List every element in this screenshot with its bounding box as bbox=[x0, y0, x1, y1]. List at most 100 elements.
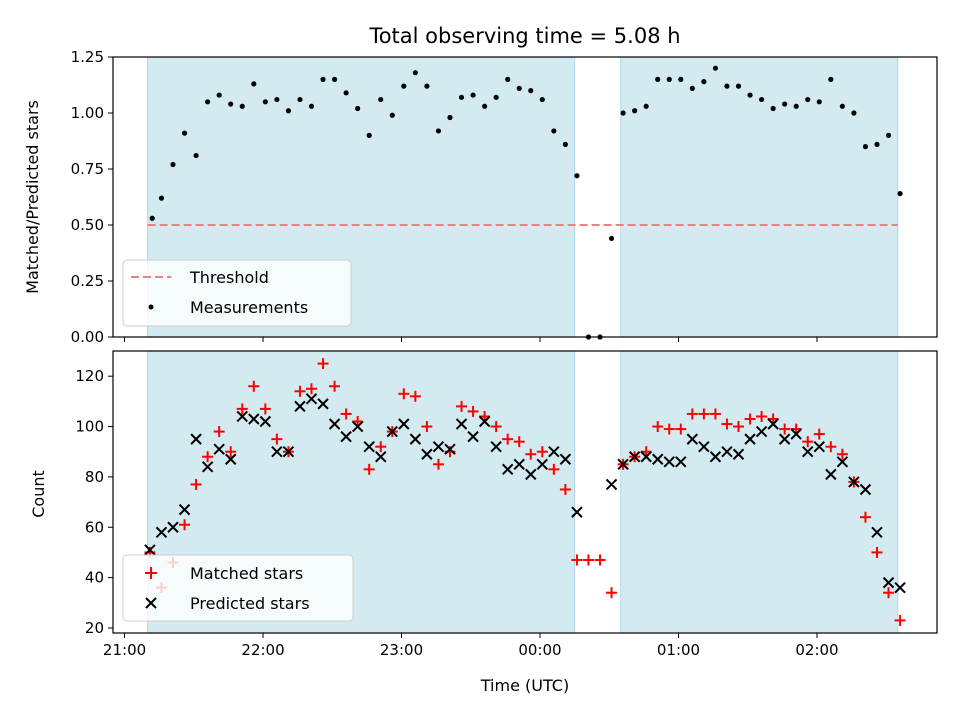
measurement-point bbox=[851, 110, 857, 116]
measurement-point bbox=[389, 112, 395, 118]
predicted-star-point bbox=[501, 463, 514, 476]
matched-star-point bbox=[559, 483, 571, 495]
measurement-point bbox=[158, 195, 165, 201]
measurement-point bbox=[274, 96, 280, 103]
measurement-point bbox=[331, 76, 338, 82]
predicted-star-point bbox=[178, 503, 191, 516]
top-ytick-label: 0.50 bbox=[71, 216, 104, 234]
predicted-star-point bbox=[201, 461, 214, 473]
predicted-star-point bbox=[709, 451, 722, 463]
measurement-point bbox=[862, 144, 869, 150]
matched-star-point bbox=[502, 433, 514, 445]
bottom-chart-xlabel: Time (UTC) bbox=[480, 676, 569, 695]
matched-star-point bbox=[294, 385, 306, 397]
measurement-point bbox=[262, 99, 268, 105]
matched-star-point bbox=[744, 413, 756, 425]
matched-star-point bbox=[836, 448, 848, 460]
predicted-star-point bbox=[836, 456, 849, 468]
measurement-point bbox=[735, 83, 742, 89]
matched-star-point bbox=[525, 448, 537, 460]
predicted-star-point bbox=[155, 526, 168, 538]
matched-star-point bbox=[686, 408, 698, 420]
bottom-ytick-label: 80 bbox=[85, 468, 104, 486]
measurement-point bbox=[308, 103, 315, 109]
measurement-point bbox=[620, 110, 626, 116]
matched-star-point bbox=[202, 451, 214, 463]
top-ytick-label: 0.75 bbox=[71, 160, 104, 178]
matched-star-point bbox=[663, 423, 675, 435]
bottom-shaded-interval-1 bbox=[620, 350, 899, 634]
predicted-star-point bbox=[421, 448, 433, 460]
matched-star-point bbox=[340, 408, 352, 420]
predicted-star-point bbox=[628, 451, 641, 463]
predicted-star-point bbox=[848, 476, 860, 488]
predicted-star-point bbox=[490, 440, 502, 453]
measurement-point bbox=[149, 215, 155, 221]
measurement-point bbox=[562, 141, 568, 147]
predicted-star-point bbox=[640, 451, 652, 463]
predicted-star-point bbox=[432, 440, 445, 453]
predicted-star-point bbox=[398, 418, 410, 430]
predicted-star-point bbox=[744, 433, 756, 445]
matched-star-point bbox=[432, 458, 444, 470]
matched-star-point bbox=[329, 380, 341, 392]
matched-star-point bbox=[213, 426, 225, 438]
bottom-chart-plot-area: 20 40 60 80 100 120 21:00 22:00 23:00 00:00 01:00 0… bbox=[75, 350, 938, 659]
predicted-star-point bbox=[513, 458, 525, 471]
measurement-point bbox=[297, 96, 303, 103]
measurement-point bbox=[424, 83, 430, 89]
bottom-ytick-label: 60 bbox=[85, 518, 104, 536]
predicted-star-point bbox=[190, 433, 202, 445]
measurement-point bbox=[412, 70, 418, 76]
matched-star-point bbox=[698, 408, 710, 420]
measurement-point bbox=[505, 76, 511, 82]
measurement-point bbox=[724, 83, 730, 89]
bottom-ytick-label: 40 bbox=[85, 569, 104, 587]
top-chart-plot-area: 0.00 0.25 0.50 0.75 1.00 1.25 bbox=[71, 48, 938, 346]
matched-star-point bbox=[225, 446, 237, 458]
matched-star-point bbox=[606, 587, 618, 599]
measurement-point bbox=[320, 76, 326, 82]
measurement-point bbox=[482, 103, 488, 109]
measurement-point bbox=[447, 114, 453, 121]
bottom-legend-frame bbox=[122, 554, 354, 622]
legend-measurements-label: Measurements bbox=[190, 298, 308, 317]
predicted-star-point bbox=[363, 440, 375, 453]
measurement-point bbox=[828, 76, 834, 82]
predicted-star-point bbox=[536, 458, 549, 471]
predicted-star-point bbox=[444, 443, 456, 455]
measurement-point bbox=[885, 132, 892, 138]
predicted-star-point bbox=[882, 576, 895, 589]
measurement-point bbox=[678, 76, 684, 82]
predicted-star-point bbox=[409, 433, 422, 445]
matched-star-point bbox=[756, 410, 768, 422]
predicted-star-point bbox=[236, 410, 248, 423]
matched-star-point bbox=[179, 519, 191, 531]
bottom-chart-ylabel: Count bbox=[29, 470, 48, 518]
predicted-star-point bbox=[455, 418, 468, 430]
measurement-point bbox=[574, 173, 580, 179]
matched-star-point bbox=[571, 554, 583, 566]
measurement-point bbox=[643, 103, 649, 109]
matched-star-point bbox=[859, 511, 871, 523]
predicted-star-point bbox=[698, 440, 710, 453]
measurement-point bbox=[458, 94, 465, 100]
measurement-point bbox=[435, 128, 442, 134]
matched-star-point bbox=[363, 463, 375, 475]
predicted-star-point bbox=[144, 544, 156, 556]
predicted-star-point bbox=[859, 483, 872, 496]
predicted-star-point bbox=[686, 433, 699, 445]
matched-star-point bbox=[594, 554, 606, 566]
matched-star-point bbox=[236, 403, 248, 415]
predicted-star-point bbox=[675, 456, 687, 468]
measurement-point bbox=[793, 103, 799, 109]
predicted-star-point bbox=[351, 420, 364, 433]
predicted-star-point bbox=[813, 440, 825, 453]
matched-star-point bbox=[467, 405, 479, 417]
measurement-point bbox=[378, 96, 384, 103]
measurement-point bbox=[205, 99, 211, 105]
matched-star-point bbox=[675, 423, 687, 435]
predicted-star-point bbox=[328, 418, 341, 430]
measurement-point bbox=[689, 85, 695, 91]
